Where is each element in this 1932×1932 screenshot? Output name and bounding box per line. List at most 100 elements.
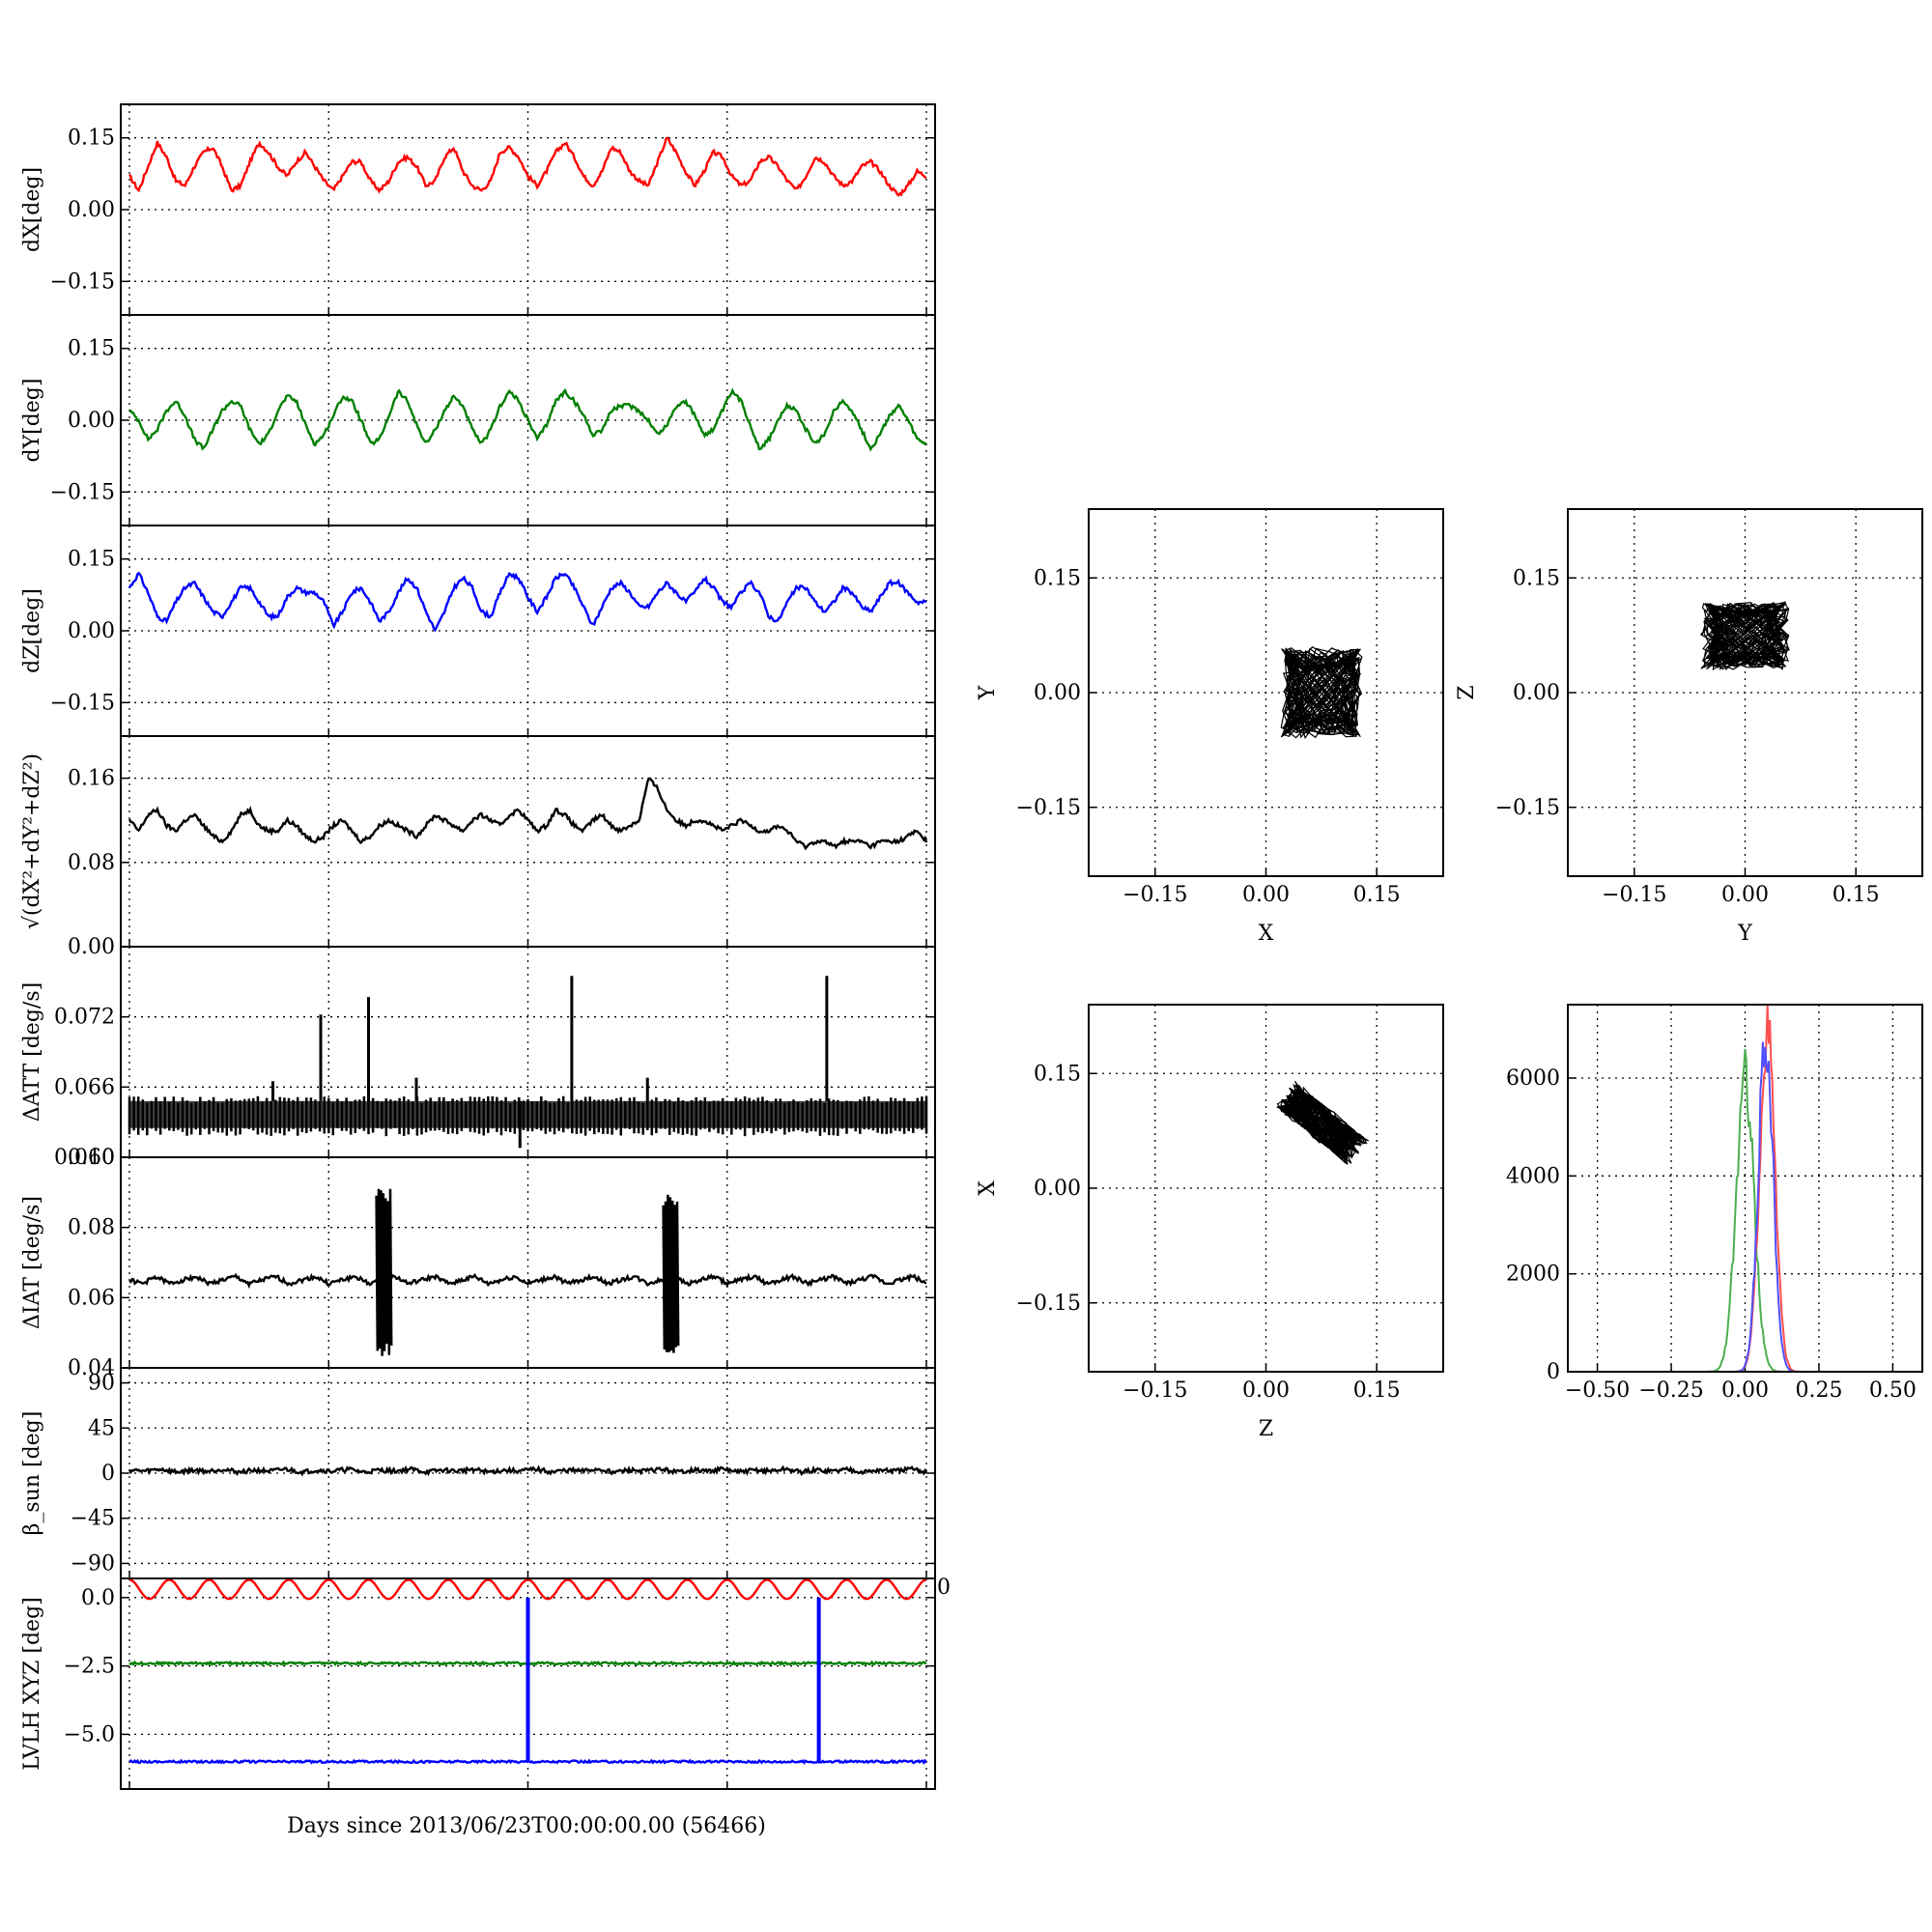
data-lvlh (128, 1578, 927, 1766)
y-tick-label: 0.072 (54, 1006, 115, 1030)
y-tick-label: 0 (1547, 1360, 1560, 1384)
y-tick-label: 0.00 (68, 935, 115, 959)
y-tick-label: −90 (71, 1551, 115, 1576)
y-axis-label: Y (976, 685, 1000, 700)
panel-datt: 0.072 0.066 0.060 ΔATT [deg/s] (20, 946, 936, 1170)
y-axis-label: Z (1455, 685, 1479, 699)
panel-frame (120, 1156, 936, 1369)
x-tick-label: 0.00 (1721, 883, 1769, 907)
y-tick-label: −0.15 (1016, 1292, 1081, 1316)
panel-hist: −0.50 −0.25 0.00 0.25 0.50 0 2000 4000 6000 (1506, 1004, 1923, 1403)
series-line (128, 777, 928, 851)
y-tick-label: −45 (71, 1507, 115, 1531)
y-tick-label: −0.15 (50, 270, 115, 294)
x-tick-label: −0.15 (1122, 883, 1187, 907)
x-tick-label: −0.15 (1602, 883, 1666, 907)
trajectory-cluster (1280, 646, 1363, 740)
panel-frame (120, 1577, 936, 1790)
data-beta (128, 1464, 928, 1477)
iat-burst (375, 1188, 393, 1356)
y-tick-label: 0.00 (68, 198, 115, 222)
histogram-series (1568, 1041, 1922, 1373)
y-tick-label: 0.15 (68, 337, 115, 361)
panel-lvlh: 0.0 −2.5 −5.0 0 LVLH XYZ [deg] (20, 1576, 951, 1790)
y-tick-label: 0.15 (68, 548, 115, 572)
x-tick-label: −0.50 (1565, 1378, 1630, 1403)
scatter-panels: −0.15 0.00 0.15 −0.15 0.00 0.15 X Y −0.15 0.00 0.1… (976, 508, 1923, 1441)
x-tick-label: 0.25 (1795, 1378, 1842, 1403)
y-axis-label: LVLH XYZ [deg] (20, 1597, 44, 1771)
y-tick-label: 90 (88, 1372, 115, 1396)
x-tick-label: 0.15 (1353, 883, 1401, 907)
y-axis-label: dY[deg] (20, 379, 44, 463)
x-axis-label: X (1259, 922, 1274, 946)
y-tick-label: 0.066 (54, 1075, 115, 1099)
time-axis-label: Days since 2013/06/23T00:00:00.00 (56466… (287, 1814, 766, 1838)
y-tick-label: 0.15 (1513, 566, 1560, 590)
y-tick-label: 0.15 (1034, 566, 1081, 590)
series-line (128, 1464, 928, 1477)
y-tick-label: −0.15 (50, 691, 115, 715)
panel-frame (120, 735, 936, 948)
y-tick-label: 6000 (1506, 1066, 1560, 1091)
panel-yz: −0.15 0.00 0.15 −0.15 0.00 0.15 Y Z (1455, 508, 1923, 946)
panel-frame (1088, 1004, 1444, 1373)
y-tick-label: 0.16 (68, 767, 115, 791)
panel-frame (1567, 1004, 1923, 1373)
lvlh-series-line (128, 1578, 927, 1601)
data-dy (128, 387, 927, 452)
y-tick-label: 0.08 (68, 851, 115, 875)
y-axis-label: X (976, 1180, 1000, 1196)
panel-diat: 0.10 0.08 0.06 0.04 ΔIAT [deg/s] (20, 1146, 936, 1380)
y-tick-label: 0.00 (1034, 681, 1081, 705)
y-tick-label: 0 (101, 1462, 115, 1486)
series-line (128, 387, 927, 452)
trajectory-cluster (1276, 1080, 1369, 1165)
y-axis-label: ΔATT [deg/s] (20, 982, 44, 1122)
y-tick-label: 0.060 (54, 1146, 115, 1170)
panel-norm: 0.16 0.08 0.00 √(dX²+dY²+dZ²) (20, 735, 936, 959)
y-axis-label: dX[deg] (20, 167, 44, 252)
panel-frame (1088, 508, 1444, 877)
y-tick-label: −2.5 (64, 1655, 115, 1679)
y-tick-label: 0.08 (68, 1216, 115, 1240)
y-tick-label: 45 (88, 1416, 115, 1440)
series-line (128, 136, 927, 197)
series-line (128, 1272, 927, 1290)
lvlh-series-line (128, 1758, 927, 1766)
x-tick-label: 0.15 (1353, 1378, 1401, 1403)
y-tick-label: 4000 (1506, 1164, 1560, 1188)
data-dz (128, 571, 927, 633)
data-norm (128, 777, 928, 851)
y-tick-label: 0.00 (1513, 681, 1560, 705)
y-tick-label: −0.15 (50, 480, 115, 504)
y-tick-label: 0.00 (68, 409, 115, 433)
y-tick-label: −0.15 (1016, 796, 1081, 820)
x-axis-label: Y (1737, 922, 1752, 946)
x-tick-label: −0.25 (1638, 1378, 1703, 1403)
timeseries-stack: 0.150.00−0.15dX[deg]0.150.00−0.15dY[deg]… (20, 103, 951, 1790)
att-band-fill (129, 1100, 926, 1128)
y-axis-label: ΔIAT [deg/s] (20, 1196, 44, 1329)
trajectory-cluster (1699, 601, 1790, 671)
panel-zx: −0.15 0.00 0.15 −0.15 0.00 0.15 Z X (976, 1004, 1444, 1441)
right-tick-label: 0 (937, 1576, 951, 1600)
y-tick-label: 0.06 (68, 1286, 115, 1310)
y-tick-label: −0.15 (1495, 796, 1560, 820)
y-tick-label: 0.10 (68, 1146, 115, 1170)
data-dx (128, 136, 927, 197)
iat-burst (662, 1194, 680, 1353)
panel-frame (1567, 508, 1923, 877)
y-tick-label: −5.0 (64, 1722, 115, 1747)
y-tick-label: 0.00 (1034, 1177, 1081, 1201)
panel-beta: 90 45 0 −45 −90 β_sun [deg] (20, 1367, 936, 1579)
data-datt (128, 976, 928, 1149)
series-line (128, 571, 927, 633)
y-axis-label: dZ[deg] (20, 588, 44, 673)
y-tick-label: 0.15 (68, 127, 115, 151)
x-tick-label: 0.50 (1869, 1378, 1917, 1403)
